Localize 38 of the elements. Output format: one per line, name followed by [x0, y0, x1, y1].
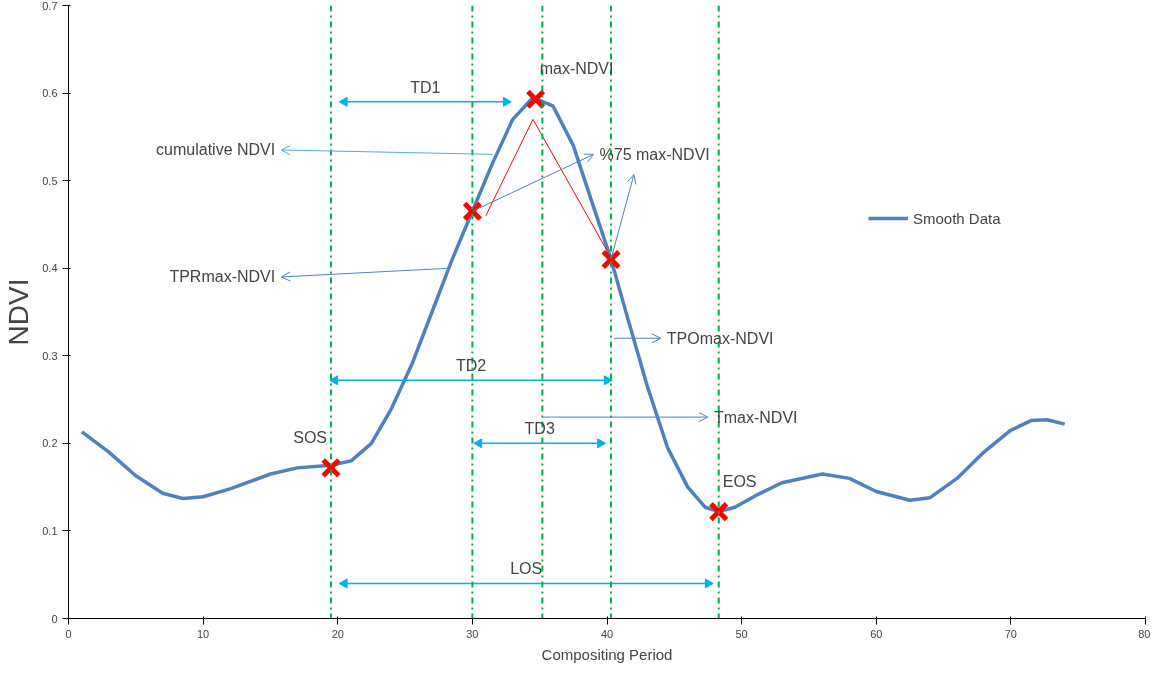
point [708, 501, 730, 522]
x-tick-label: 10 [197, 627, 210, 640]
x-tick-label: 60 [870, 627, 883, 640]
x-axis-title: Compositing Period [541, 645, 673, 663]
annotation: cumulative NDVI [156, 141, 276, 159]
y-tick-label: 0.1 [42, 524, 58, 537]
annotation: TPOmax-NDVI [666, 329, 774, 347]
y-tick-label: 0.4 [42, 262, 58, 275]
x-tick-label: 80 [1138, 627, 1151, 640]
y-tick-label: 0.2 [42, 437, 58, 450]
point [525, 88, 546, 110]
y-tick-label: 0 [51, 612, 58, 625]
annotation: max-NDVI [539, 60, 614, 78]
annotation: SOS [293, 428, 328, 446]
series-label: TD2 [455, 357, 487, 375]
x-tick-label: 20 [331, 627, 344, 640]
annotation: Tmax-NDVI [713, 408, 798, 426]
series-label: TD3 [524, 420, 555, 438]
x-tick-label: 50 [735, 627, 748, 640]
x-tick-label: 70 [1004, 627, 1018, 640]
line-series [80, 95, 1067, 514]
x-tick-label: 40 [600, 627, 614, 640]
series-label: LOS [510, 560, 543, 578]
y-axis-title: NDVI [3, 278, 35, 346]
legend-label: Smooth Data [913, 209, 1001, 227]
y-tick-label: 0.3 [42, 349, 58, 362]
x-tick-label: 0 [65, 627, 72, 640]
point [320, 457, 342, 479]
y-tick-label: 0.5 [42, 174, 58, 187]
annotation: TPRmax-NDVI [169, 268, 276, 286]
y-tick-label: 0.6 [42, 87, 58, 100]
annotation: EOS [722, 472, 757, 490]
series-label: TD1 [410, 78, 441, 96]
point [462, 201, 483, 222]
y-tick-label: 0.7 [42, 0, 58, 12]
x-tick-label: 30 [466, 627, 479, 640]
point [600, 249, 622, 270]
annotation: %75 max-NDVI [599, 145, 710, 163]
